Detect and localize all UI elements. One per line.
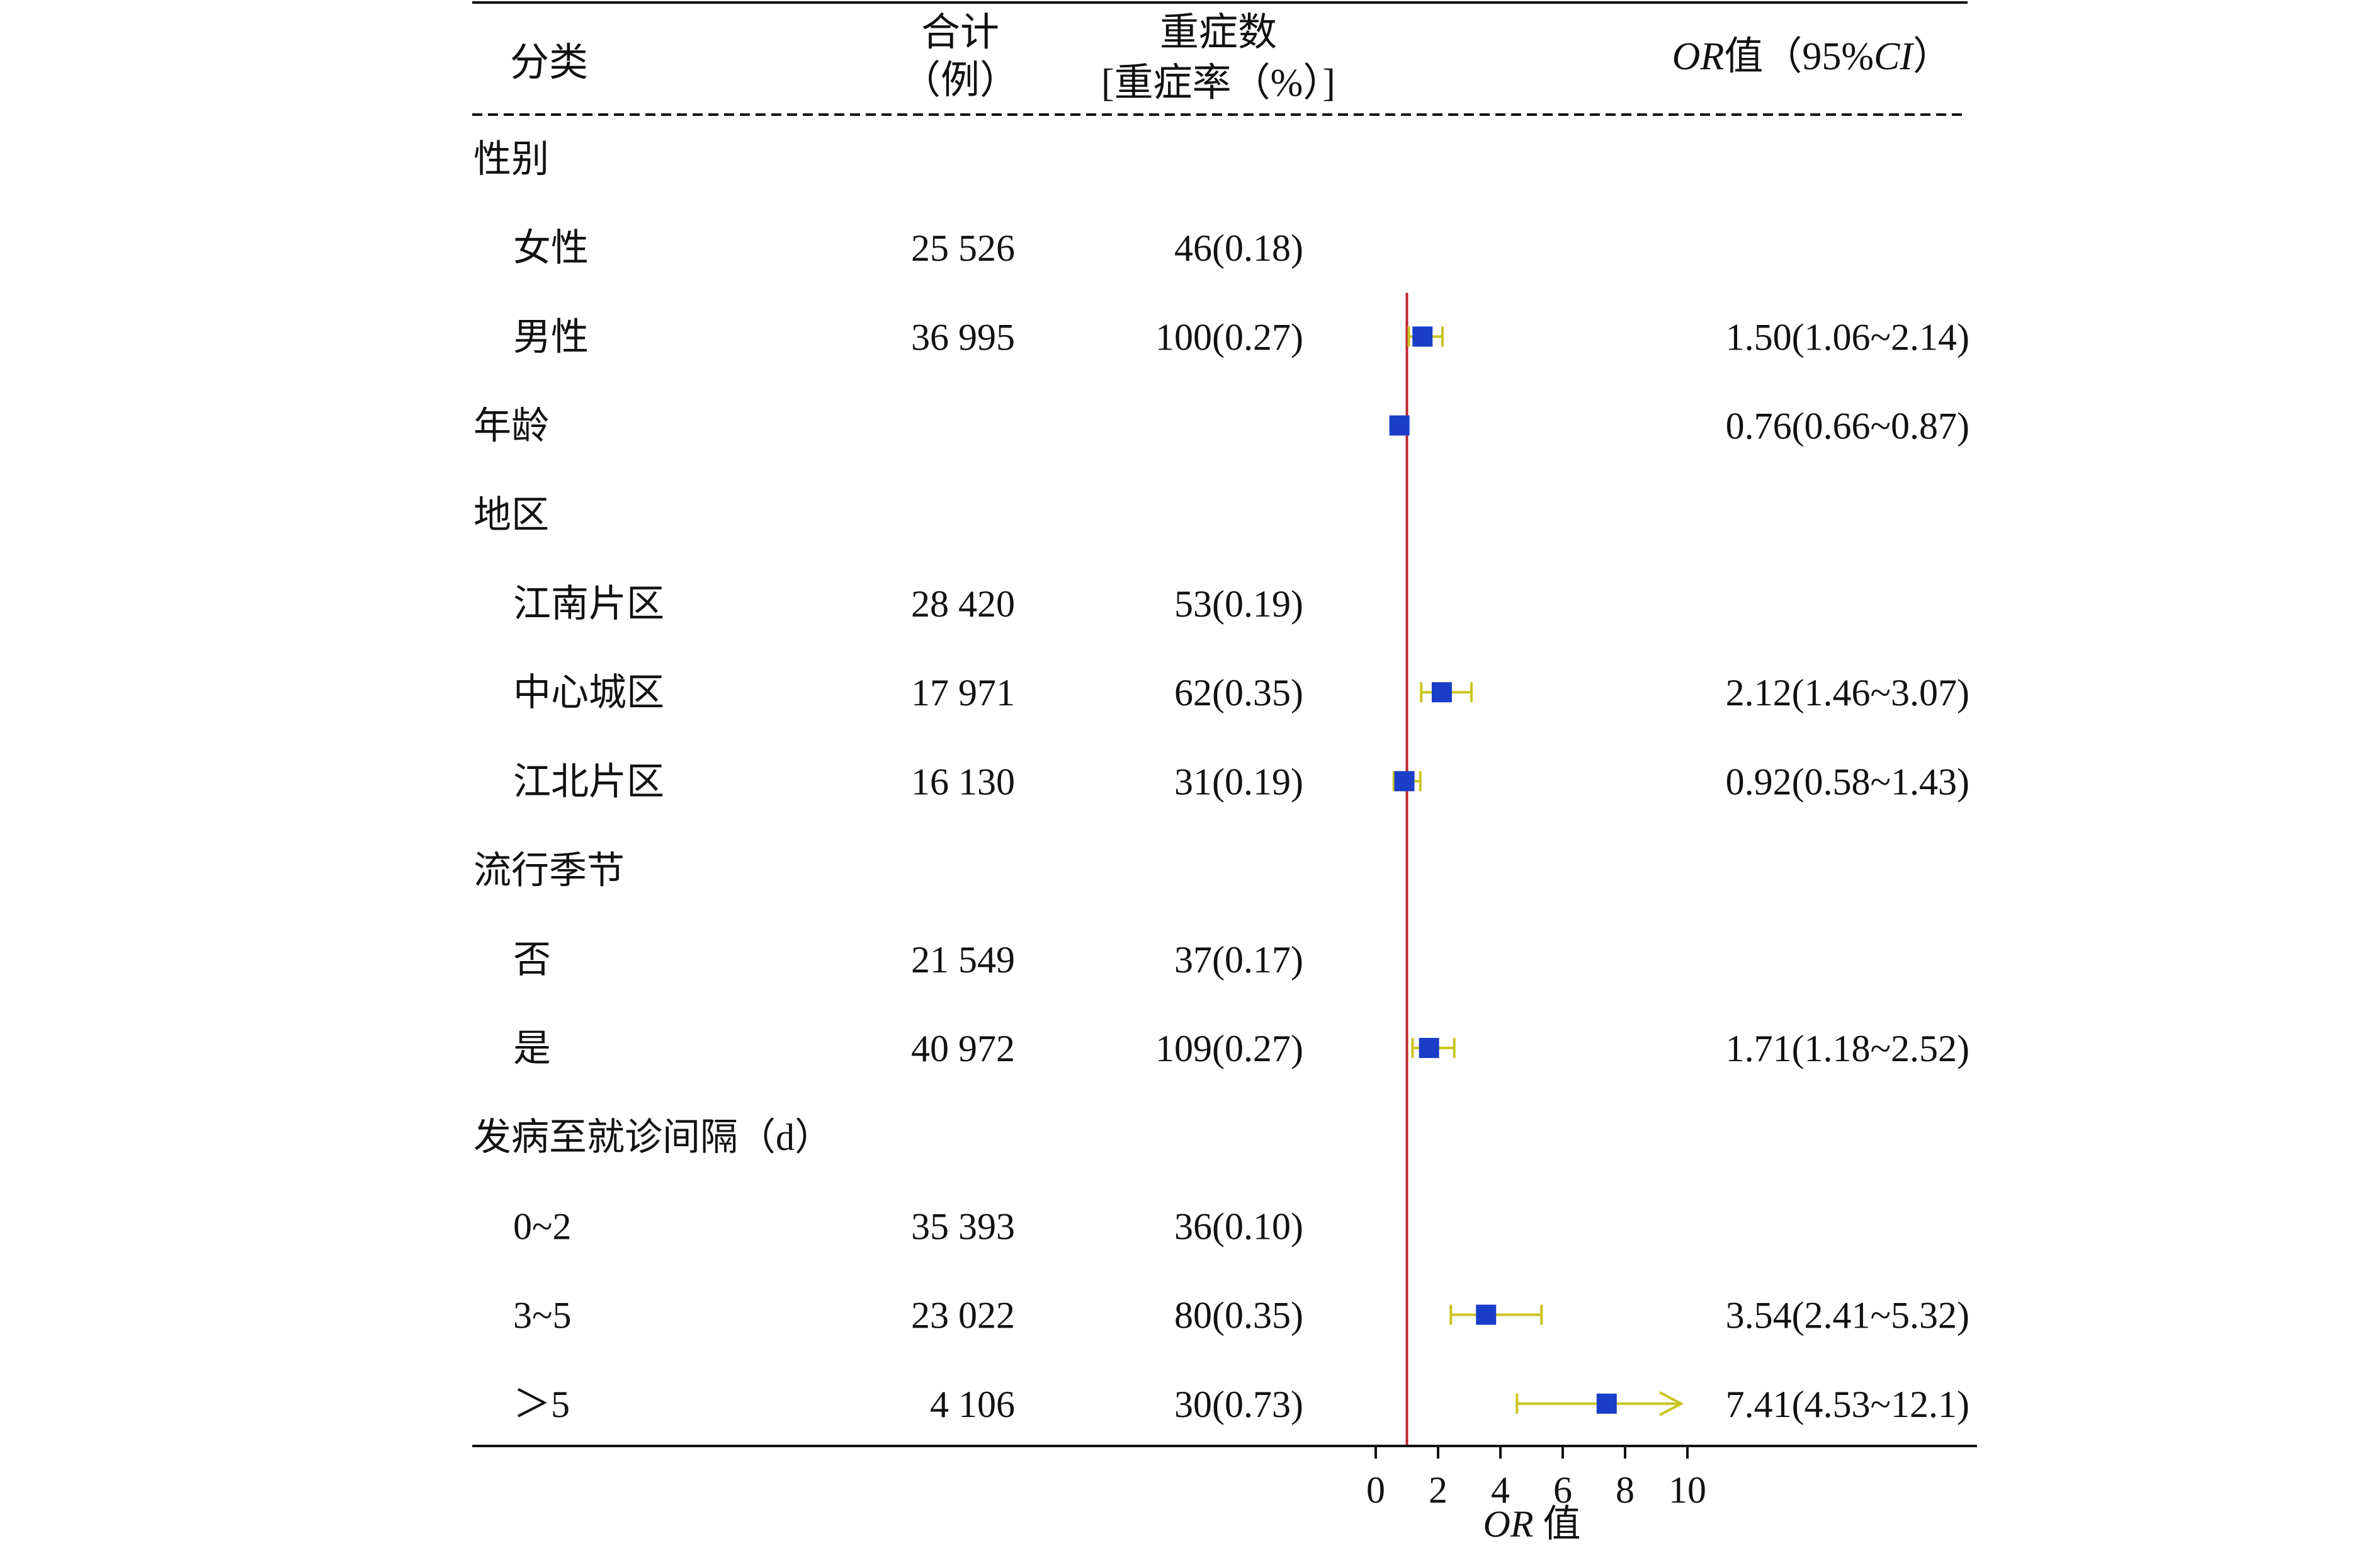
- row-label: 年龄: [473, 406, 549, 447]
- row-label: 地区: [473, 494, 549, 536]
- row-label: 江南片区: [513, 583, 664, 625]
- row-label: 否: [513, 939, 551, 981]
- row-severe: 30(0.73): [1174, 1384, 1303, 1425]
- header-or-close: ）: [1913, 35, 1952, 78]
- x-axis: 0 2 4 6 8 10 OR 值: [1366, 1446, 1706, 1545]
- header-or-ci: CI: [1874, 35, 1915, 78]
- row-label: 江北片区: [513, 761, 664, 802]
- x-tick-label: 8: [1616, 1469, 1635, 1511]
- x-tick-label: 0: [1366, 1469, 1385, 1511]
- row-label: 0~2: [513, 1205, 571, 1247]
- row-total: 23 022: [911, 1295, 1015, 1336]
- point-estimate: [1419, 1038, 1439, 1058]
- row-or-ci: 1.50(1.06~2.14): [1726, 316, 1969, 358]
- plot-area: [1389, 293, 1684, 1446]
- row-severe: 31(0.19): [1174, 761, 1303, 802]
- header-category: 分类: [510, 42, 588, 84]
- point-estimate: [1394, 771, 1415, 792]
- row-label: ＞5: [513, 1384, 570, 1425]
- x-axis-label-or: OR: [1483, 1503, 1534, 1545]
- row-severe: 36(0.10): [1174, 1205, 1303, 1247]
- row-or-ci: 0.76(0.66~0.87): [1726, 406, 1969, 447]
- header-total-line1: 合计: [921, 11, 999, 54]
- point-estimate: [1431, 682, 1452, 703]
- header-severe-line2: [重症率（%）]: [1101, 62, 1335, 105]
- x-tick-label: 6: [1553, 1469, 1572, 1511]
- x-axis-label-suffix: 值: [1533, 1503, 1580, 1545]
- row-severe: 80(0.35): [1174, 1295, 1303, 1336]
- row-or-ci: 7.41(4.53~12.1): [1726, 1384, 1969, 1425]
- row-or-ci: 0.92(0.58~1.43): [1726, 761, 1969, 802]
- header-total-line2: （例）: [902, 59, 1019, 102]
- row-label: 是: [513, 1028, 551, 1069]
- row-or-ci: 2.12(1.46~3.07): [1726, 672, 1969, 714]
- row-or-ci: 3.54(2.41~5.32): [1726, 1295, 1969, 1336]
- row-label: 流行季节: [473, 850, 625, 892]
- point-estimate: [1596, 1393, 1617, 1414]
- x-tick-label: 2: [1429, 1469, 1448, 1511]
- x-tick-label: 10: [1669, 1469, 1706, 1511]
- row-label: 3~5: [513, 1295, 571, 1336]
- point-estimate: [1389, 415, 1410, 436]
- row-total: 17 971: [911, 672, 1015, 714]
- row-label: 中心城区: [513, 672, 664, 714]
- header-or-italic: OR: [1672, 35, 1725, 78]
- row-total: 21 549: [911, 939, 1015, 981]
- row-total: 28 420: [911, 583, 1015, 625]
- ci-arrow: [1659, 1391, 1684, 1416]
- row-label: 发病至就诊间隔（d）: [473, 1117, 832, 1158]
- row-severe: 37(0.17): [1174, 939, 1303, 981]
- x-axis-label: OR 值: [1483, 1503, 1581, 1545]
- header-or: OR值（95%CI）: [1672, 35, 1952, 78]
- row-or-ci: 1.71(1.18~2.52): [1726, 1028, 1969, 1069]
- row-severe: 53(0.19): [1174, 583, 1303, 625]
- row-total: 35 393: [911, 1205, 1015, 1247]
- row-total: 25 526: [911, 227, 1015, 269]
- row-total: 4 106: [930, 1384, 1015, 1425]
- point-estimate: [1412, 326, 1433, 347]
- row-severe: 100(0.27): [1155, 316, 1303, 358]
- header-or-suffix: 值（95%: [1724, 35, 1874, 78]
- table-header: 分类 合计 （例） 重症数 [重症率（%）] OR值（95%CI）: [472, 1, 1968, 116]
- header-severe-line1: 重症数: [1160, 11, 1277, 54]
- row-severe: 46(0.18): [1174, 227, 1303, 269]
- row-severe: 62(0.35): [1174, 672, 1303, 714]
- row-label: 女性: [513, 227, 589, 269]
- point-estimate: [1476, 1304, 1497, 1325]
- row-total: 36 995: [911, 316, 1015, 358]
- row-label: 男性: [513, 316, 589, 358]
- row-total: 40 972: [911, 1028, 1015, 1069]
- row-severe: 109(0.27): [1155, 1028, 1303, 1069]
- row-label: 性别: [473, 139, 549, 180]
- row-total: 16 130: [911, 761, 1015, 802]
- x-tick-label: 4: [1491, 1469, 1510, 1511]
